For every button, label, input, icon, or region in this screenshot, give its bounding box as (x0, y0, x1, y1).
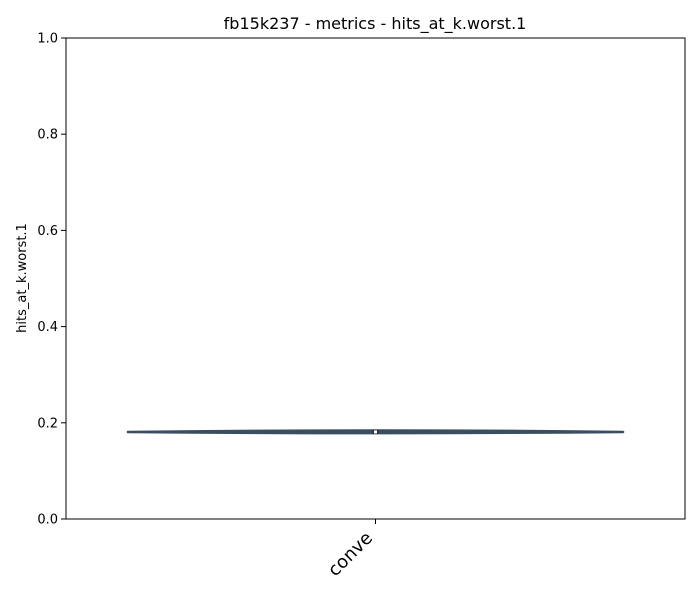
violin-layer (126, 429, 625, 435)
violin-median-marker (374, 430, 377, 434)
y-tick-label: 0.8 (37, 128, 58, 143)
y-tick-label: 0.6 (37, 224, 58, 239)
y-tick-label: 0.4 (37, 320, 58, 335)
y-tick-label: 0.0 (37, 513, 58, 528)
y-tick-label: 0.2 (37, 416, 58, 431)
plot-frame (65, 37, 686, 520)
y-axis: 0.0 0.2 0.4 0.6 0.8 1.0 (37, 32, 66, 528)
x-tick-label: conve (324, 528, 377, 581)
x-axis: conve (324, 519, 377, 581)
y-axis-label: hits_at_k.worst.1 (15, 223, 30, 333)
chart-title: fb15k237 - metrics - hits_at_k.worst.1 (224, 14, 527, 34)
y-tick-label: 1.0 (37, 32, 58, 47)
